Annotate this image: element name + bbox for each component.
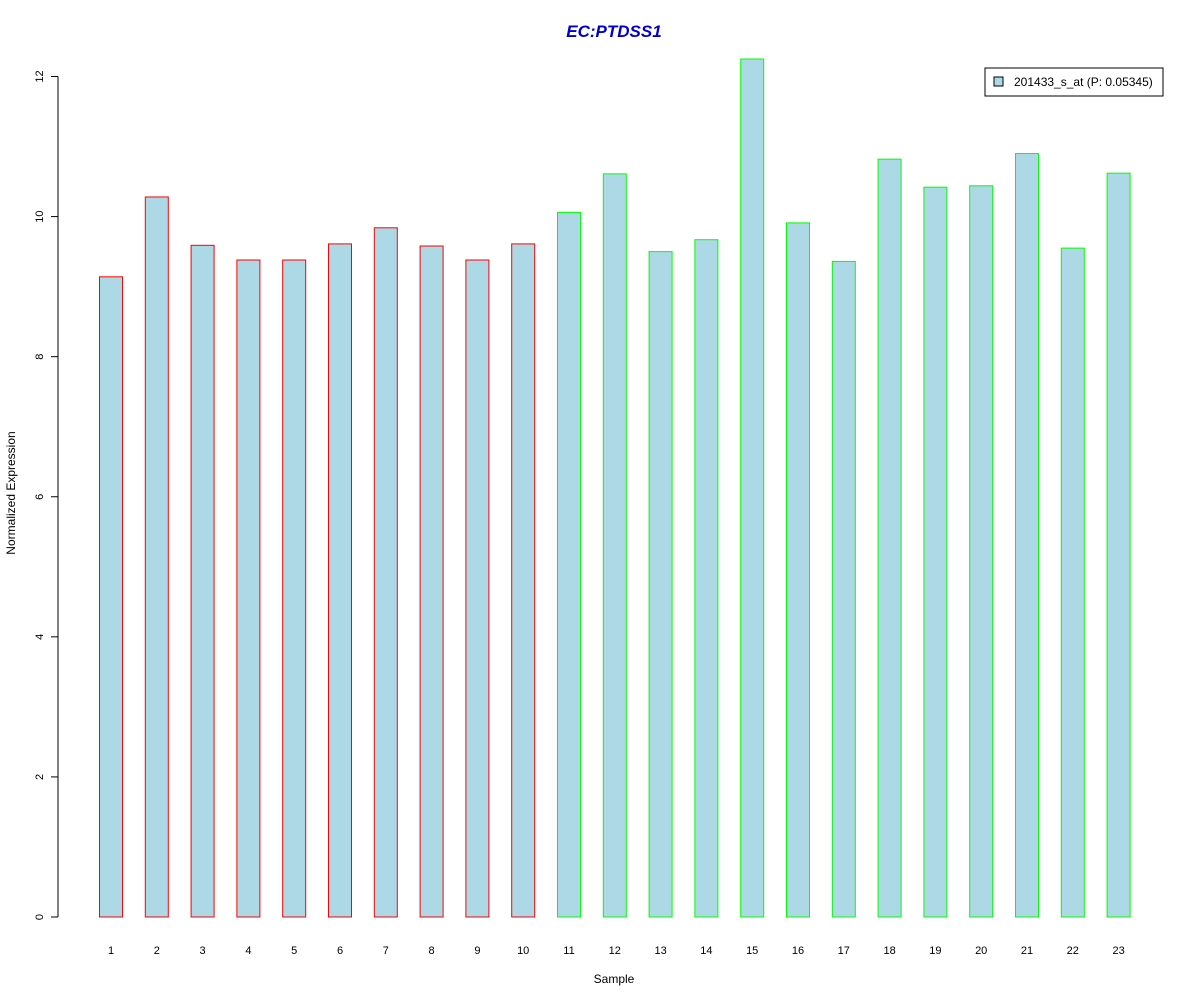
- x-tick-label: 1: [108, 945, 114, 957]
- x-tick-label: 12: [609, 945, 621, 957]
- legend: 201433_s_at (P: 0.05345): [984, 67, 1164, 97]
- x-tick-label: 8: [429, 945, 435, 957]
- bar-sample-18: [877, 158, 902, 918]
- x-tick-label: 6: [337, 945, 343, 957]
- x-tick-label: 19: [929, 945, 941, 957]
- bar-sample-22: [1060, 247, 1085, 918]
- x-tick-label: 13: [654, 945, 666, 957]
- legend-box: [984, 67, 1164, 97]
- x-tick-label: 18: [883, 945, 895, 957]
- x-tick-label: 4: [245, 945, 251, 957]
- bar-sample-8: [419, 245, 444, 918]
- x-tick-label: 10: [517, 945, 529, 957]
- x-tick-label: 11: [563, 945, 574, 957]
- bar-sample-13: [648, 251, 673, 918]
- bar-sample-5: [282, 259, 307, 918]
- y-tick-label: 8: [34, 354, 46, 360]
- bar-sample-3: [190, 244, 215, 918]
- x-tick-label: 21: [1021, 945, 1033, 957]
- bar-sample-17: [831, 260, 856, 918]
- bar-sample-4: [236, 259, 261, 918]
- bar-sample-1: [99, 276, 123, 918]
- x-tick-label: 9: [474, 945, 480, 957]
- bar-sample-11: [557, 211, 581, 918]
- bar-sample-6: [328, 243, 352, 918]
- bar-sample-23: [1106, 172, 1131, 918]
- legend-swatch: [993, 76, 1004, 87]
- bar-sample-12: [602, 173, 627, 918]
- y-axis: 0 2 4 6 8 10 12: [34, 70, 59, 920]
- x-tick-label: 20: [975, 945, 987, 957]
- x-tick-labels: 1 2 3 4 5 6 7 8 9 10 11 12 13 14 15 16 17 18 19 20 21 22 23: [108, 945, 1125, 957]
- bar-sample-15: [740, 58, 765, 918]
- bar-sample-16: [786, 222, 810, 918]
- y-tick-label: 10: [34, 210, 46, 222]
- x-tick-label: 22: [1067, 945, 1079, 957]
- bar-sample-14: [694, 239, 719, 918]
- legend-entry: 201433_s_at (P: 0.05345): [1014, 75, 1153, 89]
- y-tick-label: 4: [34, 634, 46, 640]
- x-tick-label: 16: [792, 945, 804, 957]
- bar-sample-19: [923, 186, 948, 918]
- bar-sample-7: [373, 227, 398, 918]
- y-tick-label: 2: [34, 774, 46, 780]
- bar-sample-20: [969, 185, 994, 918]
- y-tick-label: 6: [34, 494, 46, 500]
- x-tick-label: 17: [838, 945, 850, 957]
- bar-sample-9: [465, 259, 490, 918]
- bar-sample-2: [144, 196, 169, 918]
- x-tick-label: 3: [200, 945, 206, 957]
- x-tick-label: 23: [1112, 945, 1124, 957]
- x-tick-label: 7: [383, 945, 389, 957]
- x-axis-title: Sample: [594, 972, 635, 986]
- bars-group: [99, 58, 1131, 918]
- x-tick-label: 5: [291, 945, 297, 957]
- x-tick-label: 15: [746, 945, 758, 957]
- bar-sample-10: [511, 243, 536, 918]
- x-tick-label: 2: [154, 945, 160, 957]
- bar-sample-21: [1015, 153, 1039, 918]
- y-axis-title: Normalized Expression: [4, 431, 18, 554]
- y-tick-label: 0: [34, 914, 46, 920]
- x-tick-label: 14: [700, 945, 712, 957]
- y-tick-label: 12: [34, 70, 46, 82]
- chart-title: EC:PTDSS1: [566, 22, 661, 41]
